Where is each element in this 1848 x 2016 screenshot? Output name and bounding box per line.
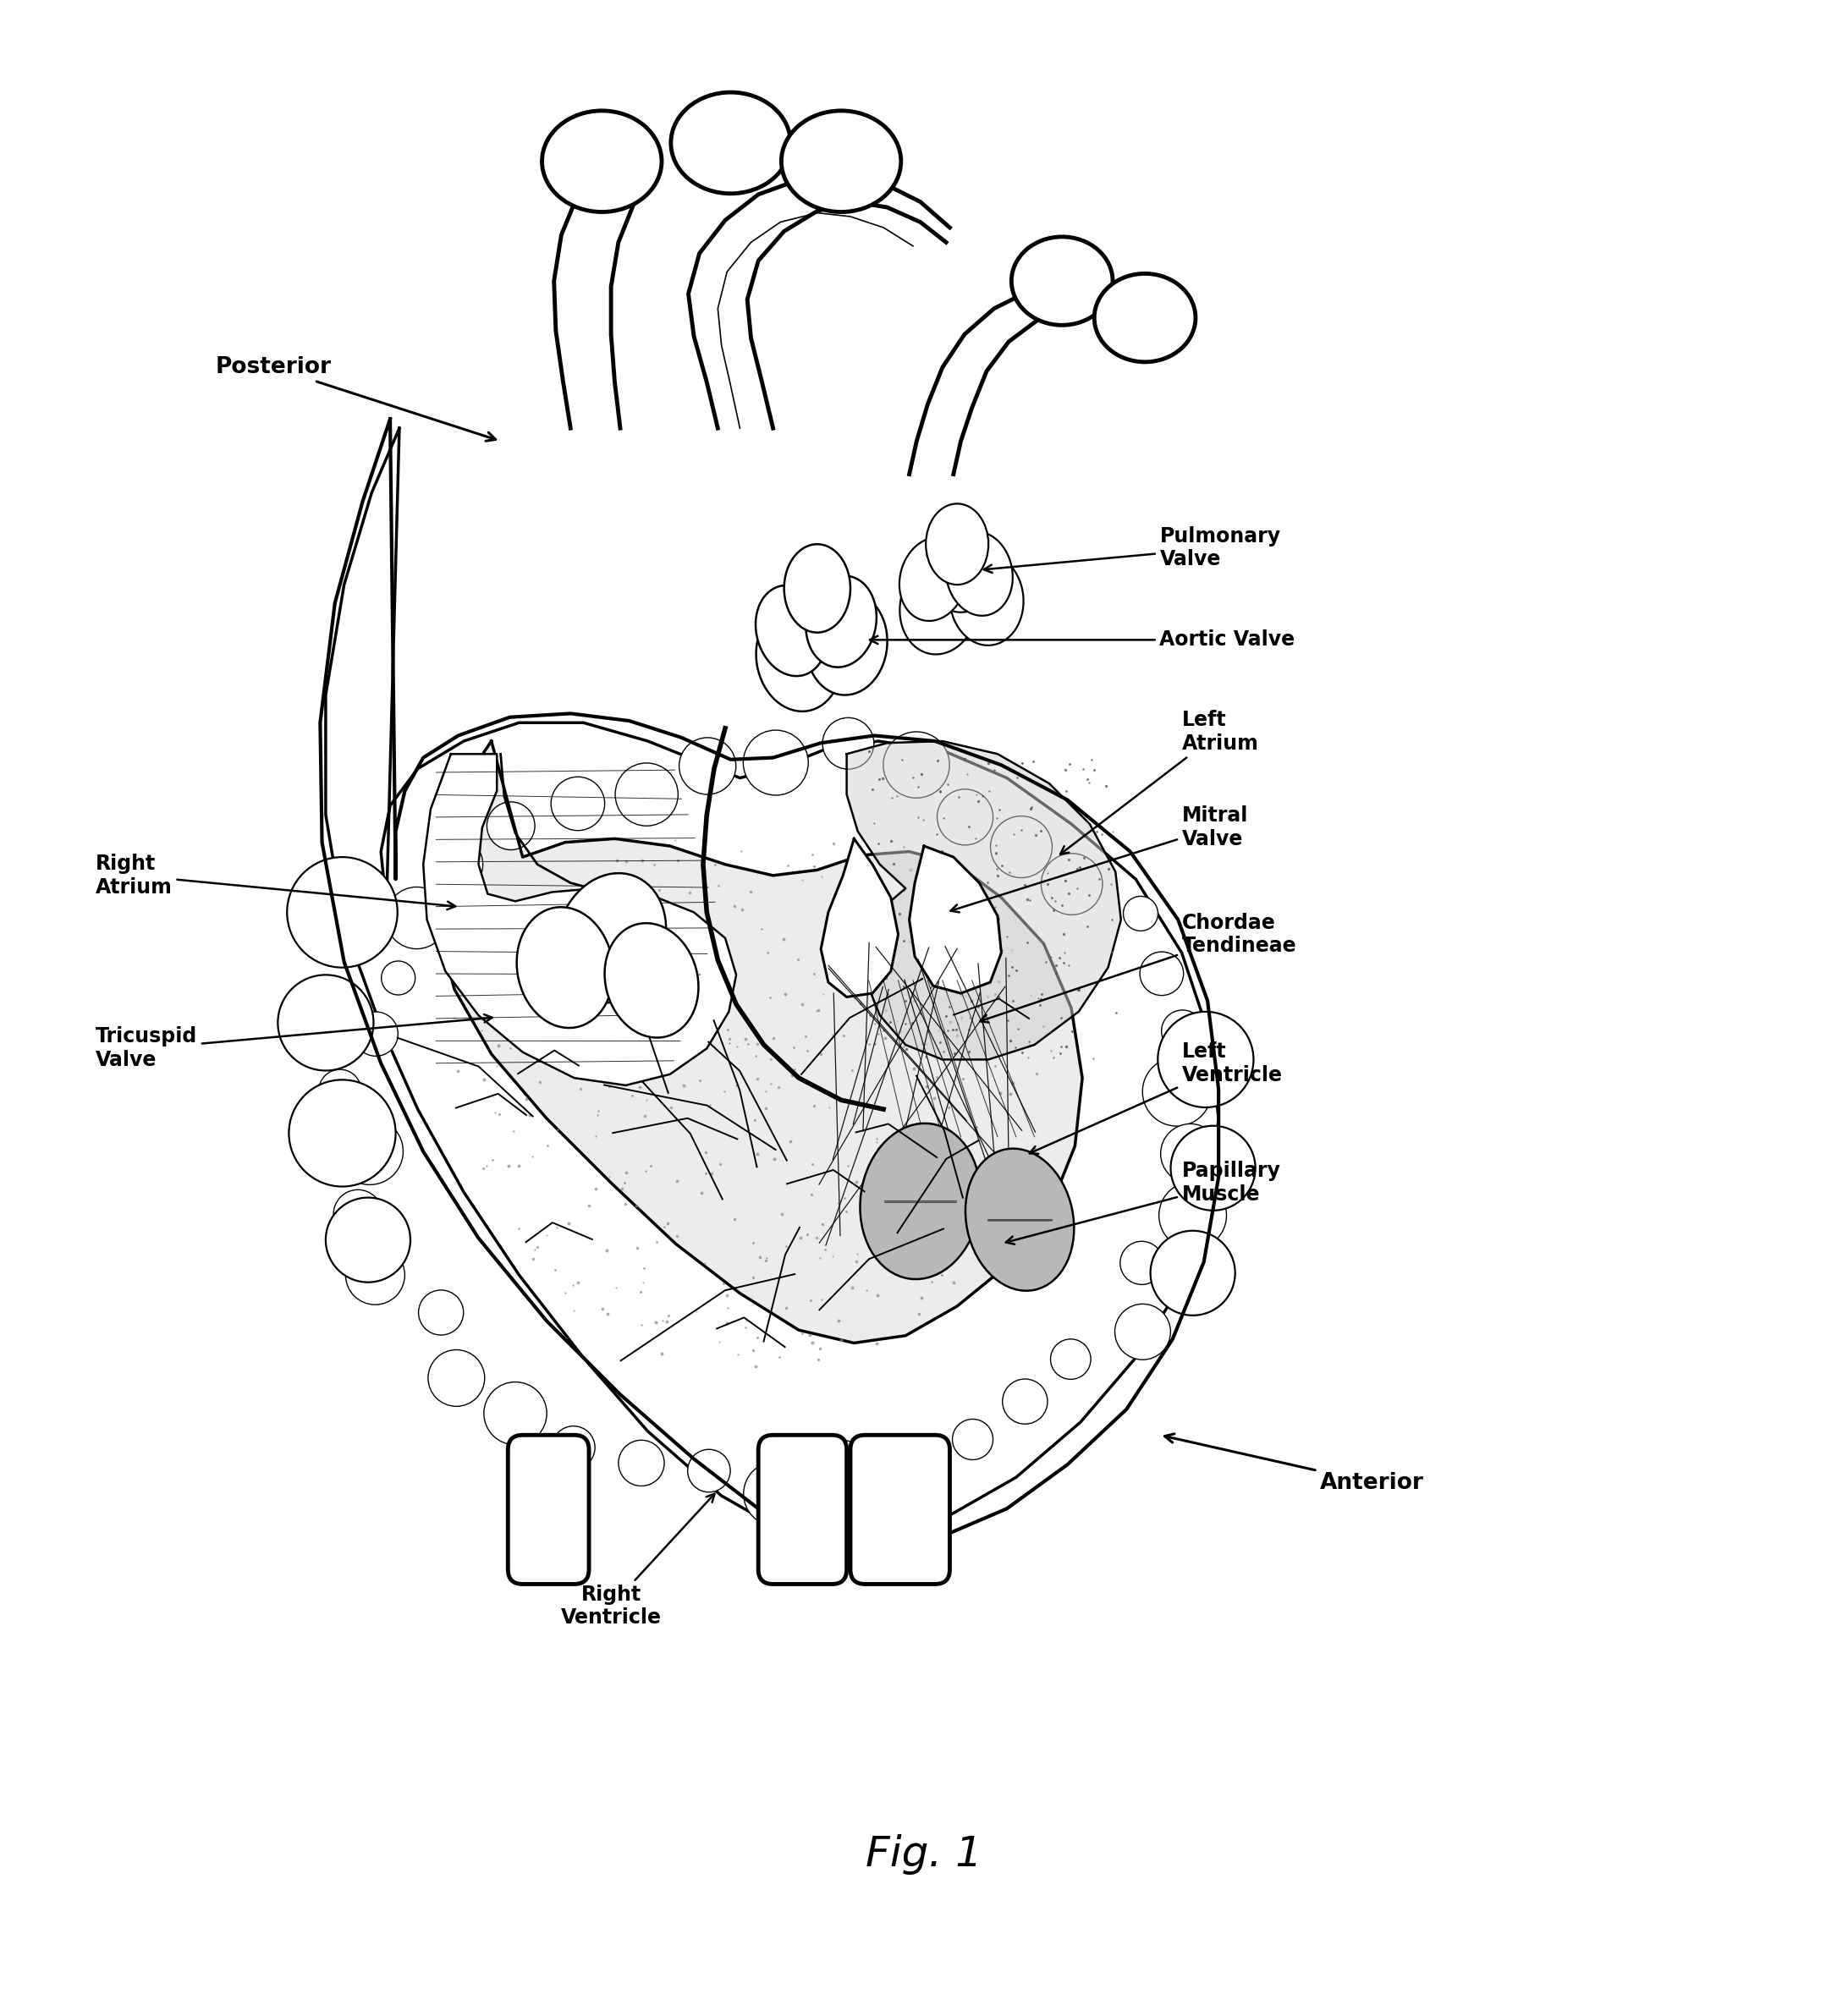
Circle shape <box>615 762 678 827</box>
Text: Left
Atrium: Left Atrium <box>1061 710 1258 855</box>
Circle shape <box>1114 1304 1170 1359</box>
Ellipse shape <box>806 593 887 696</box>
Circle shape <box>318 1068 360 1113</box>
Ellipse shape <box>1094 274 1196 363</box>
Ellipse shape <box>859 1123 981 1280</box>
FancyBboxPatch shape <box>508 1435 590 1585</box>
Circle shape <box>277 976 373 1070</box>
FancyBboxPatch shape <box>758 1435 846 1585</box>
Text: Right
Atrium: Right Atrium <box>96 853 455 909</box>
Circle shape <box>553 1425 595 1470</box>
Ellipse shape <box>924 520 998 613</box>
Text: Right
Ventricle: Right Ventricle <box>560 1494 715 1629</box>
Circle shape <box>486 802 534 851</box>
Ellipse shape <box>806 577 876 667</box>
Circle shape <box>381 962 416 994</box>
Circle shape <box>484 1383 547 1445</box>
Text: Chordae
Tendineae: Chordae Tendineae <box>979 913 1297 1022</box>
Ellipse shape <box>926 504 989 585</box>
Ellipse shape <box>756 605 841 712</box>
Ellipse shape <box>604 923 699 1038</box>
Circle shape <box>1040 853 1103 915</box>
Circle shape <box>333 1189 383 1238</box>
Circle shape <box>891 1454 942 1506</box>
Circle shape <box>678 738 736 794</box>
Ellipse shape <box>756 585 828 675</box>
Text: Posterior: Posterior <box>214 357 495 442</box>
Circle shape <box>1161 1123 1220 1183</box>
Ellipse shape <box>784 544 850 633</box>
Circle shape <box>1170 1125 1255 1210</box>
Polygon shape <box>846 742 1122 1060</box>
Circle shape <box>1050 1339 1090 1379</box>
Circle shape <box>811 1439 874 1502</box>
Circle shape <box>687 1450 730 1492</box>
Polygon shape <box>821 839 898 998</box>
Text: Tricuspid
Valve: Tricuspid Valve <box>96 1014 492 1070</box>
Circle shape <box>883 732 950 798</box>
Polygon shape <box>325 427 1218 1550</box>
Circle shape <box>743 1462 808 1526</box>
Ellipse shape <box>1011 236 1112 325</box>
Ellipse shape <box>946 532 1013 615</box>
Text: Mitral
Valve: Mitral Valve <box>950 806 1247 913</box>
Circle shape <box>1124 897 1159 931</box>
Ellipse shape <box>784 562 861 661</box>
Polygon shape <box>423 754 736 1085</box>
Circle shape <box>346 1246 405 1304</box>
Ellipse shape <box>671 93 791 194</box>
Circle shape <box>937 788 992 845</box>
Circle shape <box>429 1351 484 1407</box>
Circle shape <box>991 816 1052 877</box>
Circle shape <box>1151 1230 1234 1314</box>
Circle shape <box>336 1119 403 1185</box>
Text: Anterior: Anterior <box>1164 1433 1423 1494</box>
Ellipse shape <box>900 558 978 655</box>
Circle shape <box>288 1081 395 1187</box>
Circle shape <box>286 857 397 968</box>
Circle shape <box>1159 1181 1227 1250</box>
Text: Aortic Valve: Aortic Valve <box>870 629 1295 649</box>
Ellipse shape <box>965 1149 1074 1290</box>
Ellipse shape <box>541 111 662 212</box>
Circle shape <box>353 1012 397 1056</box>
Text: Pulmonary
Valve: Pulmonary Valve <box>983 526 1281 573</box>
Circle shape <box>1159 1012 1253 1107</box>
Circle shape <box>952 1419 992 1460</box>
Circle shape <box>743 730 808 794</box>
Circle shape <box>1161 1010 1203 1052</box>
Polygon shape <box>571 157 654 177</box>
Text: Left
Ventricle: Left Ventricle <box>1029 1042 1283 1153</box>
Circle shape <box>1120 1242 1164 1284</box>
Text: Papillary
Muscle: Papillary Muscle <box>1005 1161 1281 1244</box>
Ellipse shape <box>517 907 614 1028</box>
Circle shape <box>325 1198 410 1282</box>
Circle shape <box>418 1290 464 1335</box>
Circle shape <box>1002 1379 1048 1423</box>
Polygon shape <box>909 847 1002 994</box>
Circle shape <box>619 1439 663 1486</box>
Text: Fig. 1: Fig. 1 <box>865 1835 983 1875</box>
Polygon shape <box>436 742 1083 1343</box>
Circle shape <box>425 837 482 893</box>
Circle shape <box>1142 1056 1212 1127</box>
Ellipse shape <box>782 111 902 212</box>
Ellipse shape <box>556 873 665 1002</box>
Ellipse shape <box>950 554 1024 645</box>
Ellipse shape <box>900 538 967 621</box>
Circle shape <box>386 887 447 950</box>
FancyBboxPatch shape <box>850 1435 950 1585</box>
Circle shape <box>551 776 604 831</box>
Circle shape <box>822 718 874 770</box>
Circle shape <box>1140 952 1183 996</box>
